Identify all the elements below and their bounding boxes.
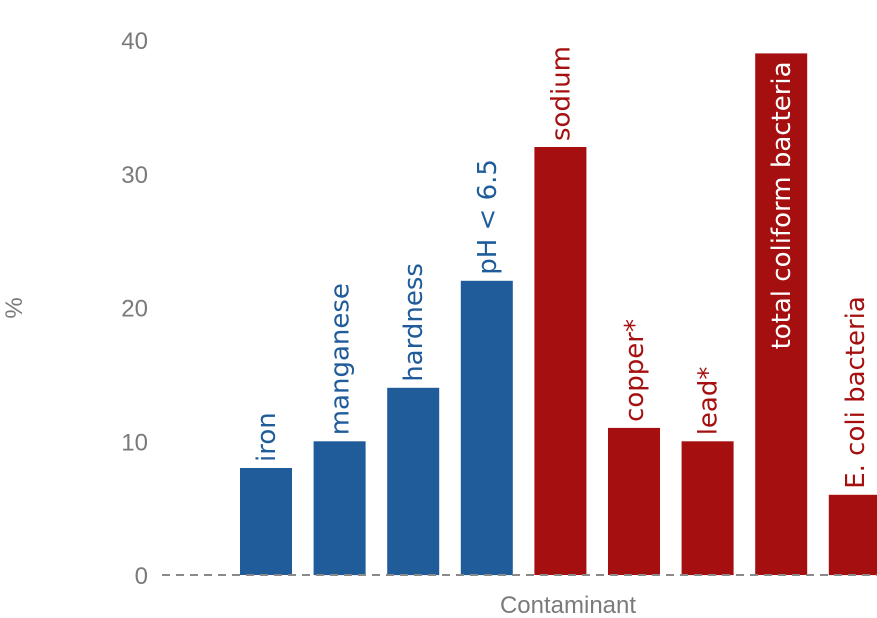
bar — [387, 387, 440, 576]
y-tick-label: 40 — [121, 28, 148, 55]
y-tick-label: 20 — [121, 296, 148, 323]
bar-label: manganese — [326, 283, 356, 435]
bar-label: E. coli bacteria — [841, 296, 871, 489]
bar-labels: iron manganese hardness pH < 6.5 sodium coppe… — [252, 46, 871, 489]
bar-label: iron — [252, 412, 282, 462]
bars — [240, 53, 877, 576]
bar-label: sodium — [546, 46, 576, 141]
bar-label: lead* — [694, 367, 724, 436]
y-tick-label: 10 — [121, 429, 148, 456]
bar-label: copper* — [620, 319, 650, 422]
bar — [608, 427, 660, 575]
bar — [240, 468, 292, 575]
y-axis-ticks: 0 10 20 30 40 — [121, 28, 148, 590]
bar — [534, 147, 587, 575]
y-axis-title: % — [1, 297, 28, 318]
bar-label: hardness — [399, 263, 429, 382]
y-tick-label: 30 — [121, 162, 148, 189]
bar-label: total coliform bacteria — [767, 61, 797, 349]
bar — [828, 494, 877, 576]
bar — [460, 280, 513, 576]
bar — [313, 441, 366, 576]
bar — [681, 441, 734, 576]
x-axis-title: Contaminant — [500, 592, 636, 618]
y-tick-label: 0 — [135, 563, 148, 590]
bar-label: pH < 6.5 — [473, 159, 503, 275]
bar — [755, 53, 808, 575]
